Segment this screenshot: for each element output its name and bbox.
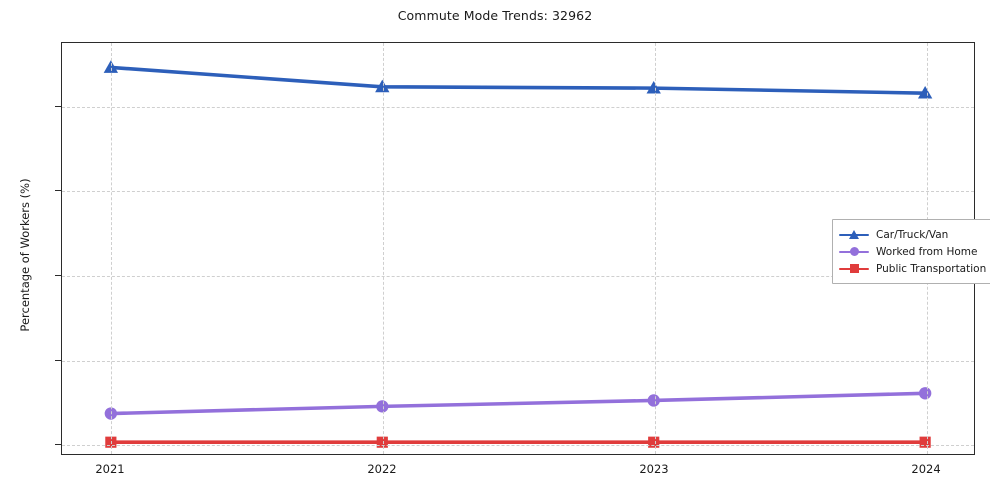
data-point-marker [918,387,932,400]
y-tick-mark [55,444,61,446]
legend-swatch [839,245,869,259]
legend-swatch [839,262,869,276]
gridline-horizontal [62,106,974,108]
y-axis-label: Percentage of Workers (%) [18,178,32,332]
x-tick-label: 2024 [911,462,941,476]
data-point-marker [103,60,119,73]
gridline-horizontal [62,360,974,362]
legend-marker-triangle-icon [849,229,859,239]
legend-swatch [839,228,869,242]
data-point-marker [919,436,931,448]
series-car-truck-van [103,60,933,99]
gridline-vertical [655,43,656,454]
legend-label: Car/Truck/Van [876,228,949,241]
gridline-vertical [382,43,384,454]
x-tick-label: 2023 [639,462,669,476]
y-tick-mark [55,105,61,107]
data-point-marker [917,85,933,99]
gridline-horizontal [62,445,974,447]
series-worked-from-home [104,387,932,420]
legend-marker-circle-icon [850,247,859,256]
series-line [109,65,927,95]
gridline-vertical [110,43,112,454]
chart-legend: Car/Truck/Van Worked from Home Public Tran… [832,219,990,284]
data-point-marker [647,394,660,407]
legend-label: Worked from Home [876,245,978,258]
x-tick-label: 2022 [367,462,397,476]
data-point-marker [376,400,389,413]
data-point-marker [376,436,388,448]
data-point-marker [648,436,660,448]
legend-item[interactable]: Worked from Home [839,243,986,260]
y-tick-mark [55,190,61,192]
chart-title: Commute Mode Trends: 32962 [397,8,593,23]
series-public-transportation [105,436,931,448]
y-tick-mark [55,274,61,276]
legend-item[interactable]: Car/Truck/Van [839,226,986,243]
data-point-marker [375,79,390,93]
data-point-marker [646,80,661,94]
plot-area [61,42,975,455]
data-point-marker [104,407,118,420]
y-tick-mark [55,359,61,361]
x-tick-label: 2021 [95,462,125,476]
gridline-horizontal [62,275,974,277]
legend-marker-square-icon [850,264,859,273]
series-layer [103,60,933,448]
legend-item[interactable]: Public Transportation [839,260,986,277]
legend-label: Public Transportation [876,262,987,275]
data-point-marker [105,436,117,448]
series-line [109,391,927,416]
gridline-horizontal [62,191,974,193]
